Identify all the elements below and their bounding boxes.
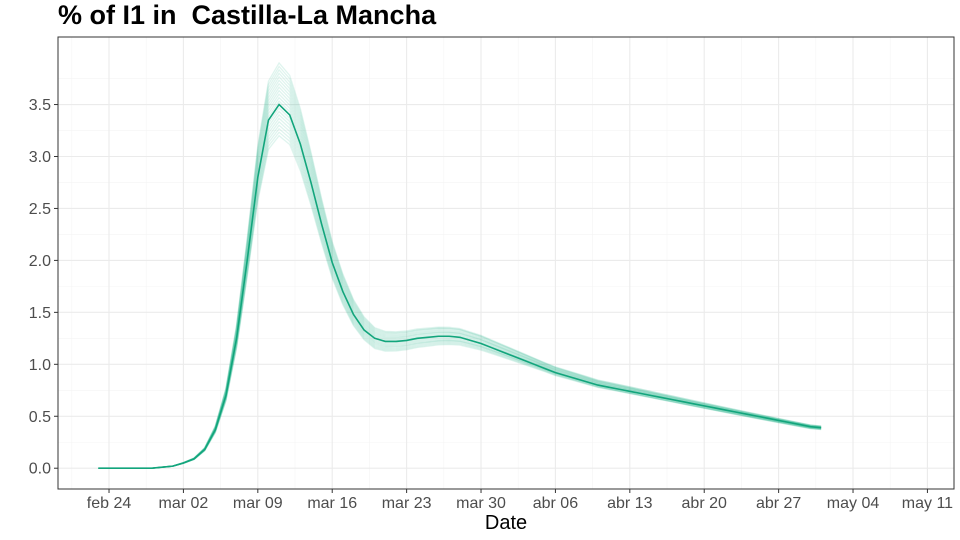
band-series-line: [98, 93, 822, 469]
x-tick-label: mar 30: [456, 495, 506, 512]
band-series-line: [98, 134, 822, 469]
x-tick-label: abr 20: [682, 495, 727, 512]
x-axis: feb 24 mar 02 mar 09 mar 16 mar 23 mar 30 abr …: [87, 489, 953, 512]
x-tick-label: abr 27: [756, 495, 801, 512]
band-series-line: [98, 75, 822, 469]
y-tick-label: 2.5: [29, 201, 51, 218]
x-tick-label: may 11: [902, 495, 953, 512]
x-tick-label: may 04: [827, 495, 880, 512]
y-tick-label: 3.0: [29, 149, 51, 166]
y-tick-label: 0.5: [29, 409, 51, 426]
y-tick-label: 0.0: [29, 461, 51, 478]
y-axis: 0.0 0.5 1.0 1.5 2.0 2.5 3.0 3.5: [29, 97, 58, 478]
plot-panel-border: [57, 36, 955, 490]
chart-title: % of I1 in Castilla-La Mancha: [58, 0, 437, 30]
x-axis-title: Date: [485, 512, 527, 534]
band-series-line: [98, 86, 822, 469]
band-series-line: [98, 113, 822, 469]
band-series-line: [98, 65, 822, 469]
band-series-line: [98, 127, 822, 469]
band-series-line: [98, 107, 822, 469]
y-tick-label: 1.5: [29, 305, 51, 322]
y-tick-label: 3.5: [29, 97, 51, 114]
x-tick-label: mar 02: [159, 495, 209, 512]
band-series-line: [98, 61, 822, 469]
y-tick-label: 1.0: [29, 357, 51, 374]
mean-series-line: [98, 103, 822, 470]
x-tick-label: mar 16: [307, 495, 357, 512]
band-series-line: [98, 131, 822, 469]
band-series-line: [98, 96, 822, 469]
x-tick-label: mar 09: [233, 495, 283, 512]
minor-gridlines: [58, 37, 954, 489]
x-tick-label: abr 13: [607, 495, 652, 512]
band-series-line: [98, 72, 822, 469]
y-tick-label: 2.0: [29, 253, 51, 270]
x-tick-label: mar 23: [382, 495, 432, 512]
band-series-line: [98, 110, 822, 469]
major-gridlines: [58, 37, 954, 489]
x-tick-label: abr 06: [533, 495, 578, 512]
band-series-line: [98, 89, 822, 469]
mean-line-group: [98, 103, 822, 470]
band-series-line: [98, 79, 822, 469]
band-series-line: [98, 68, 822, 469]
x-tick-label: feb 24: [87, 495, 132, 512]
